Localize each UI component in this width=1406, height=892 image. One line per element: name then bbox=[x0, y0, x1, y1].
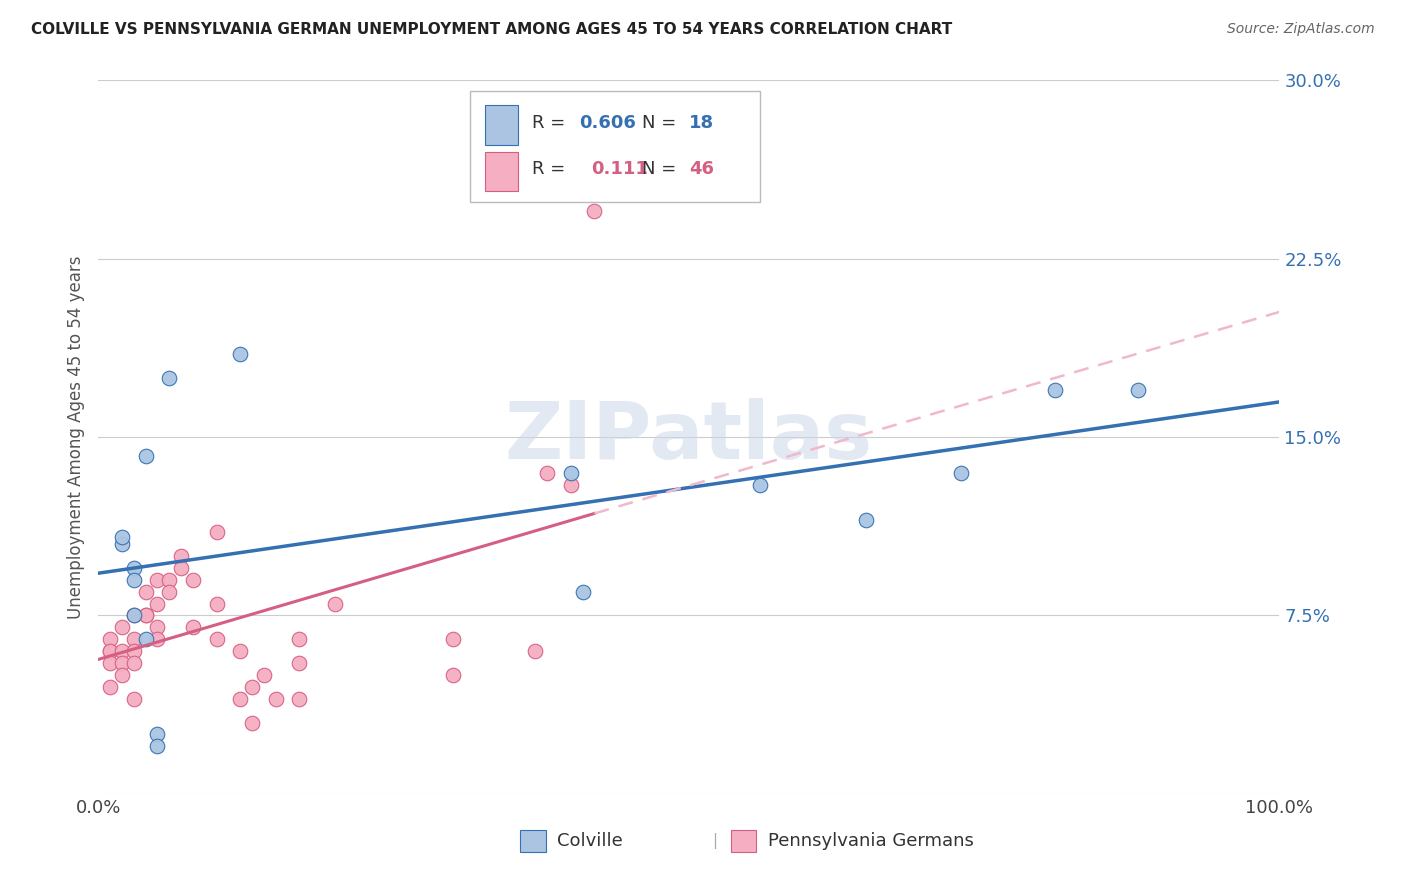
Text: 0.111: 0.111 bbox=[591, 161, 648, 178]
Point bbox=[122, 691, 145, 706]
Point bbox=[1043, 383, 1066, 397]
Point bbox=[441, 668, 464, 682]
Point bbox=[146, 632, 169, 647]
Point bbox=[157, 584, 180, 599]
Point bbox=[288, 656, 311, 670]
Point bbox=[170, 549, 193, 563]
Point bbox=[111, 656, 134, 670]
Point bbox=[157, 370, 180, 384]
Point bbox=[111, 644, 134, 658]
Bar bbox=[485, 152, 517, 191]
Point bbox=[560, 466, 582, 480]
Point bbox=[122, 656, 145, 670]
Point bbox=[98, 644, 121, 658]
Bar bbox=[471, 91, 759, 202]
Point bbox=[229, 347, 252, 361]
Point bbox=[441, 632, 464, 647]
Point bbox=[583, 204, 606, 219]
Point bbox=[146, 727, 169, 741]
Text: N =: N = bbox=[641, 114, 682, 132]
Point bbox=[1126, 383, 1149, 397]
Point bbox=[229, 644, 252, 658]
Point bbox=[135, 584, 157, 599]
Point bbox=[524, 644, 547, 658]
Point bbox=[111, 537, 134, 551]
Point bbox=[229, 691, 252, 706]
Text: 18: 18 bbox=[689, 114, 714, 132]
Point bbox=[98, 644, 121, 658]
Point bbox=[536, 466, 558, 480]
Point bbox=[135, 608, 157, 623]
Point bbox=[949, 466, 972, 480]
Point bbox=[205, 525, 228, 540]
Text: ZIPatlas: ZIPatlas bbox=[505, 398, 873, 476]
Text: R =: R = bbox=[531, 161, 582, 178]
Point bbox=[181, 620, 204, 634]
Point bbox=[288, 632, 311, 647]
Point bbox=[253, 668, 276, 682]
Text: N =: N = bbox=[641, 161, 682, 178]
Point bbox=[111, 668, 134, 682]
Point bbox=[571, 584, 593, 599]
Point bbox=[323, 597, 346, 611]
Point bbox=[98, 632, 121, 647]
Point bbox=[122, 573, 145, 587]
Point bbox=[146, 573, 169, 587]
Point bbox=[122, 644, 145, 658]
Text: 46: 46 bbox=[689, 161, 714, 178]
Point bbox=[157, 573, 180, 587]
Point bbox=[98, 656, 121, 670]
Point bbox=[122, 561, 145, 575]
Point bbox=[240, 715, 263, 730]
Point bbox=[122, 632, 145, 647]
Bar bbox=[485, 105, 517, 145]
Point bbox=[170, 561, 193, 575]
Point bbox=[111, 620, 134, 634]
Point bbox=[205, 632, 228, 647]
Text: |: | bbox=[711, 833, 717, 848]
Point bbox=[122, 608, 145, 623]
Point bbox=[181, 573, 204, 587]
Point bbox=[748, 477, 770, 491]
Point bbox=[288, 691, 311, 706]
Point bbox=[146, 597, 169, 611]
Point bbox=[111, 530, 134, 544]
Text: Pennsylvania Germans: Pennsylvania Germans bbox=[768, 831, 973, 850]
Y-axis label: Unemployment Among Ages 45 to 54 years: Unemployment Among Ages 45 to 54 years bbox=[66, 255, 84, 619]
Text: Source: ZipAtlas.com: Source: ZipAtlas.com bbox=[1227, 22, 1375, 37]
Point bbox=[205, 597, 228, 611]
Text: R =: R = bbox=[531, 114, 571, 132]
Point bbox=[146, 620, 169, 634]
Point bbox=[135, 632, 157, 647]
Point bbox=[135, 449, 157, 463]
Point bbox=[98, 680, 121, 694]
Point bbox=[855, 513, 877, 527]
Point bbox=[264, 691, 287, 706]
Point bbox=[560, 477, 582, 491]
Point bbox=[135, 608, 157, 623]
Text: COLVILLE VS PENNSYLVANIA GERMAN UNEMPLOYMENT AMONG AGES 45 TO 54 YEARS CORRELATI: COLVILLE VS PENNSYLVANIA GERMAN UNEMPLOY… bbox=[31, 22, 952, 37]
Text: Colville: Colville bbox=[557, 831, 623, 850]
Point bbox=[240, 680, 263, 694]
Point bbox=[146, 739, 169, 754]
Point bbox=[122, 608, 145, 623]
Text: 0.606: 0.606 bbox=[579, 114, 636, 132]
